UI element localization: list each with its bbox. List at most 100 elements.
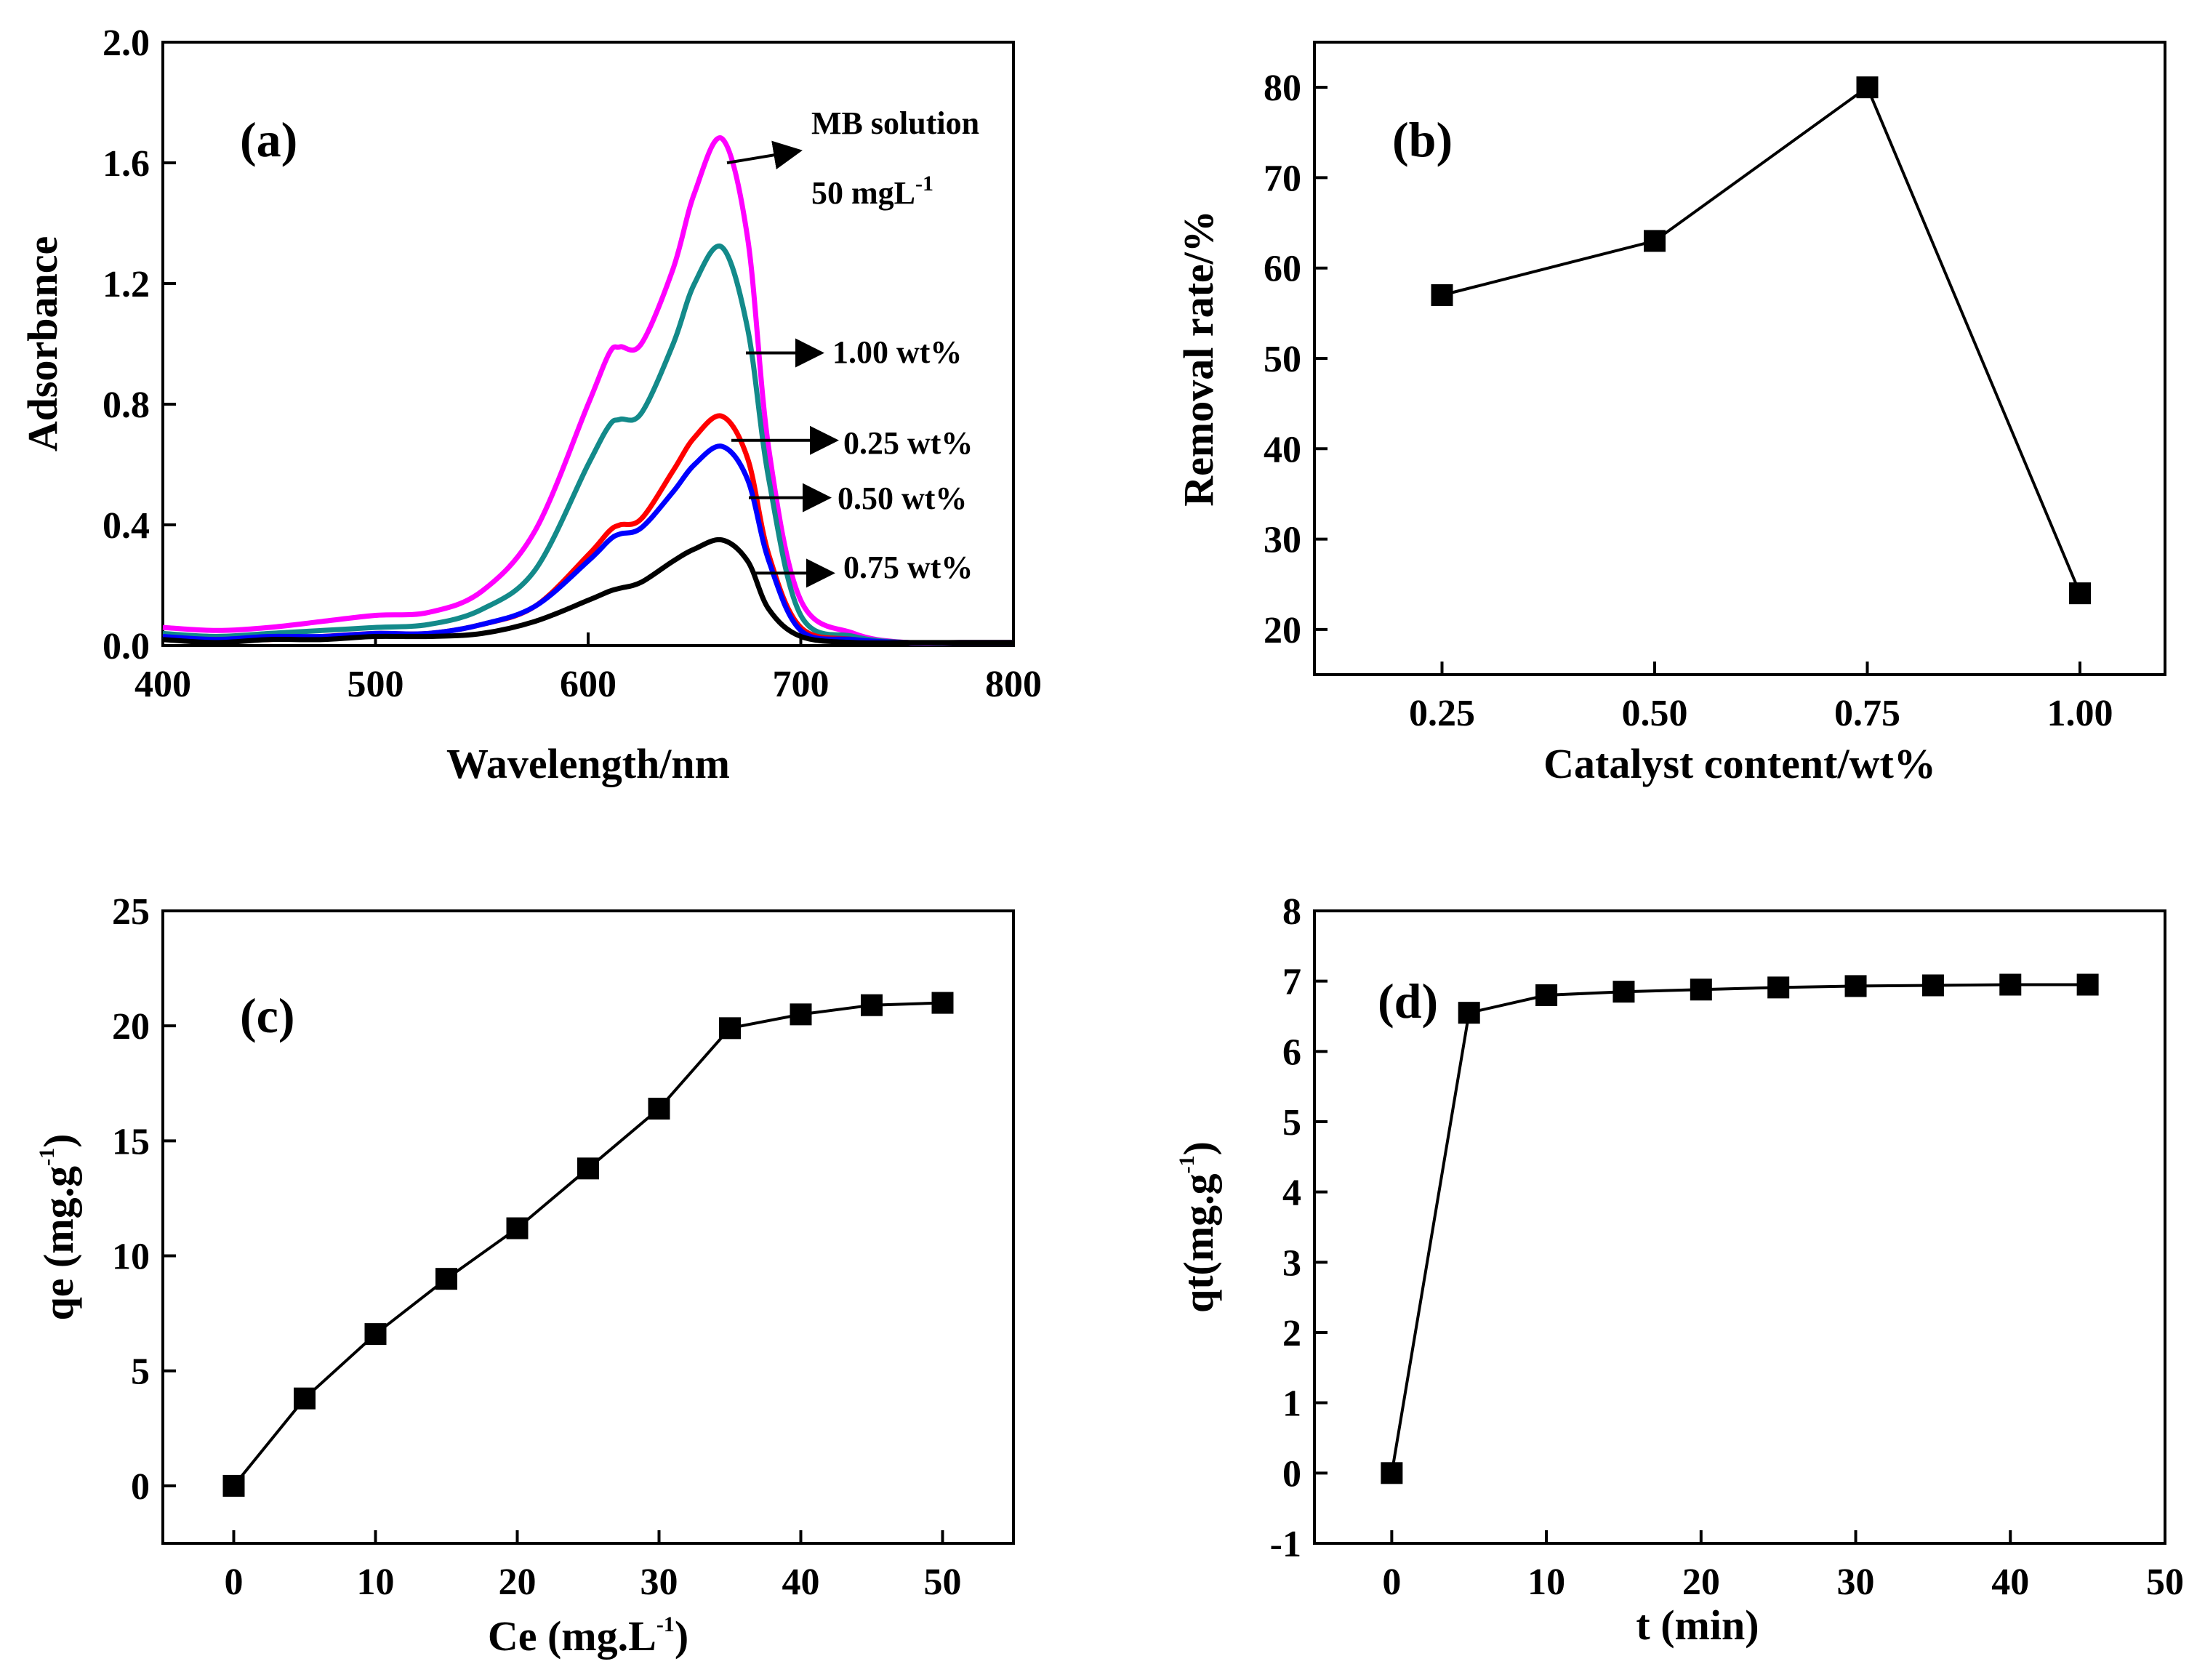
panel-d-data-point [1999,973,2022,996]
panel-a-xtick-label: 700 [773,664,830,705]
panel-a-ylabel: Adsorbance [19,236,66,451]
panel-b-label: (b) [1392,112,1453,167]
panel-d-data-point [2076,973,2099,996]
panel-c-xtick-label: 40 [782,1562,820,1603]
panel-d-xtick-label: 30 [1837,1562,1875,1603]
panel-c-data-point [577,1157,599,1180]
panel-a-xtick-label: 800 [985,664,1042,705]
panel-d-data-point [1458,1002,1480,1024]
panel-c-ytick-label: 20 [112,1006,150,1048]
panel-d-data-point [1381,1462,1403,1484]
panel-b-ytick-label: 30 [1264,520,1301,561]
panel-c-ytick-label: 15 [112,1121,150,1162]
panel-d-xtick-label: 40 [1991,1562,2029,1603]
panel-d-xtick-label: 20 [1682,1562,1720,1603]
panel-a-ytick-label: 1.6 [103,143,150,185]
panel-c-data-point [222,1474,245,1497]
panel-a-series-0 [162,135,1013,646]
panel-d-data-point [1921,974,1944,997]
panel-b-xtick-label: 0.25 [1409,693,1475,734]
panel-b-data-point [1431,284,1453,306]
panel-d-ytick-label: 8 [1282,891,1301,933]
annotation-mb-concentration-sup: -1 [915,172,933,196]
panel-c-ytick-label: 0 [131,1466,150,1508]
panel-d-data-point [1690,978,1712,1001]
panel-b-ylabel: Removal rate/% [1175,210,1222,506]
panel-b-ytick-label: 40 [1264,429,1301,470]
panel-c-xtick-label: 20 [499,1562,537,1603]
panel-c-frame [161,909,1015,1545]
panel-d-xlabel: t (min) [1636,1601,1759,1649]
panel-c-ytick-label: 5 [131,1351,150,1393]
panel-a-label: (a) [240,112,297,167]
panel-a-xtick-label: 600 [560,664,616,705]
panel-c-data-point [506,1217,529,1239]
panel-b-xtick-label: 1.00 [2047,693,2113,734]
panel-d-ytick-label: 7 [1282,962,1301,1003]
panel-c-data-point [790,1003,812,1026]
panel-c-data-point [648,1098,670,1120]
panel-d-series-line [1390,983,2088,1474]
panel-b-xtick-label: 0.75 [1834,693,1900,734]
panel-c-xtick-label: 30 [640,1562,678,1603]
panel-d-ylabel-sup: -1 [1175,1155,1199,1173]
panel-c-xlabel-end: ) [675,1612,688,1660]
panel-b-series-line [1442,85,2081,594]
panel-d-ytick-label: 2 [1282,1313,1301,1354]
panel-a-annotation-arrow-0 [726,140,803,170]
panel-d-ytick-label: 6 [1282,1032,1301,1073]
panel-c-series-line [232,1001,943,1487]
panel-c-xtick-label: 50 [924,1562,962,1603]
panel-a-xtick-label: 500 [348,664,404,705]
panel-c-xtick-label: 10 [357,1562,395,1603]
panel-b: 0.25 0.50 0.75 1.00 20 30 40 50 60 70 80 (b) Catal… [1175,41,2166,787]
panel-c-ylabel: qe (mg.g-1) [35,1134,82,1321]
panel-d-ytick-label: 5 [1282,1102,1301,1144]
panel-a-ytick-label: 1.2 [103,264,150,305]
panel-b-data-point [1644,230,1666,252]
annotation-mb-concentration-main: 50 mgL [811,175,915,211]
panel-c-xlabel-main: Ce (mg.L [488,1612,656,1660]
panel-c-data-point [931,992,954,1014]
panel-d-ytick-label: 4 [1282,1173,1301,1214]
panel-c-data-point [435,1268,457,1290]
panel-d-ytick-label: 1 [1282,1383,1301,1425]
annotation-0-50-wt: 0.50 wt% [838,481,967,516]
annotation-0-75-wt: 0.75 wt% [843,550,973,585]
annotation-mb-concentration: 50 mgL-1 [811,172,933,211]
panel-a-xlabel: Wavelength/nm [446,740,730,787]
panel-d-ytick-label: 0 [1282,1453,1301,1495]
panel-c-xlabel-sup: -1 [656,1612,675,1636]
panel-c-data-point [719,1017,741,1040]
panel-b-ytick-label: 20 [1264,610,1301,651]
panel-d-data-point [1535,984,1558,1006]
panel-a-series-4 [162,536,1013,646]
panel-c-ytick-label: 10 [112,1237,150,1278]
panel-d-data-point [1612,981,1635,1003]
panel-b-data-point [2069,582,2091,605]
panel-d-label: (d) [1378,973,1438,1029]
panel-b-xtick-label: 0.50 [1622,693,1688,734]
panel-d-frame [1313,909,2166,1545]
panel-b-ytick-label: 70 [1264,158,1301,199]
panel-c-ytick-label: 25 [112,891,150,933]
panel-c-data-point [861,994,883,1016]
panel-d-xtick-label: 10 [1527,1562,1565,1603]
panel-a-series-3 [162,443,1013,646]
panel-c-ylabel-sup: -1 [35,1148,59,1166]
panel-d-ylabel: qt(mg.g-1) [1175,1141,1222,1313]
panel-d-ytick-label: -1 [1270,1524,1301,1565]
panel-d-xtick-label: 50 [2146,1562,2184,1603]
annotation-1-00-wt: 1.00 wt% [832,334,962,370]
panel-a-ytick-label: 0.4 [103,505,150,547]
panel-b-ytick-label: 80 [1264,68,1301,109]
panel-b-ytick-label: 60 [1264,249,1301,290]
panel-a-xtick-label: 400 [134,664,191,705]
panel-c-ylabel-main: qe (mg.g [35,1166,82,1321]
annotation-mb-solution: MB solution [811,105,979,141]
panel-b-xlabel: Catalyst content/wt% [1543,740,1936,787]
annotation-0-25-wt: 0.25 wt% [843,425,973,461]
panel-a: 400 500 600 700 800 0.0 0.4 0.8 1.2 1.6 2.0 (a) MB… [19,23,1042,787]
